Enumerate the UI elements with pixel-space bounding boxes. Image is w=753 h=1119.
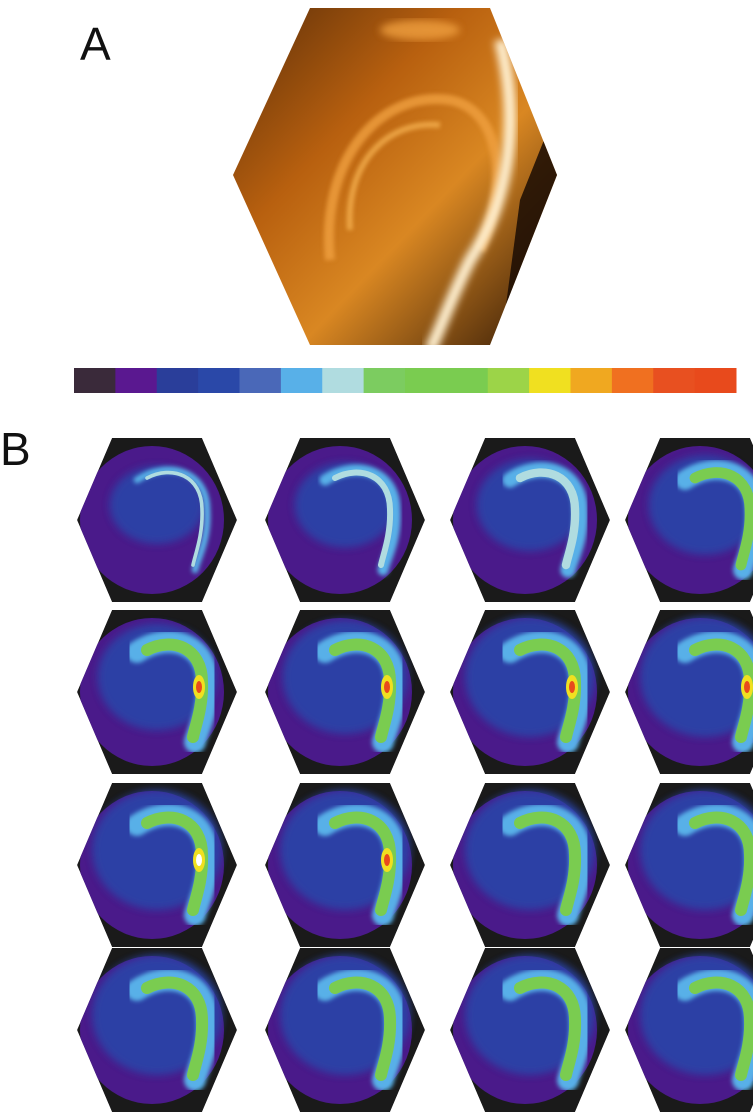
activity-map: [625, 783, 753, 947]
map-peak: [196, 854, 202, 866]
panel-label: A: [80, 18, 111, 70]
activity-map: [450, 438, 610, 602]
colorbar-swatch: [157, 368, 199, 393]
colorbar-swatch: [322, 368, 364, 393]
activity-map: [265, 948, 425, 1112]
map-peak: [196, 681, 202, 693]
activity-map: [450, 610, 610, 774]
map-grid: [77, 438, 753, 1112]
activity-map: [625, 438, 753, 602]
activity-map: [77, 948, 237, 1112]
map-peak: [744, 681, 750, 693]
colorbar-swatch: [529, 368, 571, 393]
activity-map: [77, 610, 237, 774]
activity-map: [265, 783, 425, 947]
fluorescence-image: [230, 5, 560, 350]
colorbar-swatch: [612, 368, 654, 393]
activity-map: [450, 783, 610, 947]
colorbar-swatch: [446, 368, 488, 393]
colorbar-swatch: [571, 368, 613, 393]
colorbar-swatch: [198, 368, 240, 393]
activity-map: [77, 438, 237, 602]
activity-map: [450, 948, 610, 1112]
activity-map: [265, 438, 425, 602]
colorbar-swatch: [74, 368, 116, 393]
activity-map: [77, 783, 237, 947]
activity-map: [625, 610, 753, 774]
map-peak: [384, 681, 390, 693]
map-peak: [569, 681, 575, 693]
colorbar: [74, 368, 737, 393]
colorbar-swatch: [695, 368, 737, 393]
colorbar-swatch: [240, 368, 282, 393]
colorbar-swatch: [364, 368, 406, 393]
colorbar-swatch: [115, 368, 157, 393]
activity-map: [625, 948, 753, 1112]
colorbar-swatch: [488, 368, 530, 393]
map-peak: [384, 854, 390, 866]
panel-label: B: [0, 423, 31, 475]
figure: A B: [0, 0, 753, 1119]
colorbar-swatch: [653, 368, 695, 393]
colorbar-swatch: [405, 368, 447, 393]
activity-map: [265, 610, 425, 774]
colorbar-swatch: [281, 368, 323, 393]
